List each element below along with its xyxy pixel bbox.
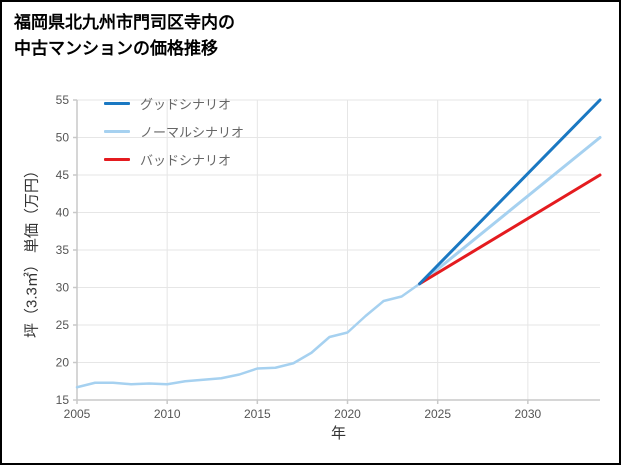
y-tick-label: 45 bbox=[56, 168, 70, 182]
chart-legend: グッドシナリオ ノーマルシナリオ バッドシナリオ bbox=[104, 94, 244, 169]
history-line bbox=[75, 282, 421, 389]
chart-title-line1: 福岡県北九州市門司区寺内の bbox=[14, 13, 235, 32]
x-tick-label: 2025 bbox=[424, 407, 451, 421]
legend-line-swatch bbox=[104, 158, 130, 161]
legend-item: ノーマルシナリオ bbox=[104, 122, 244, 141]
legend-label: バッドシナリオ bbox=[140, 153, 232, 168]
scenario-line-good bbox=[418, 98, 602, 286]
y-tick-label: 30 bbox=[56, 281, 70, 295]
x-tick-label: 2020 bbox=[334, 407, 361, 421]
y-tick-label: 50 bbox=[56, 131, 70, 145]
legend-item: グッドシナリオ bbox=[104, 94, 244, 113]
legend-line-swatch bbox=[104, 102, 130, 105]
chart-title-line2: 中古マンションの価格推移 bbox=[14, 38, 218, 58]
x-axis-label: 年 bbox=[330, 425, 346, 442]
x-tick-label: 2010 bbox=[154, 407, 181, 421]
y-tick-label: 40 bbox=[56, 206, 70, 220]
legend-item: バッドシナリオ bbox=[104, 150, 244, 169]
x-tick-label: 2030 bbox=[515, 407, 542, 421]
scenario-line-normal bbox=[418, 136, 602, 286]
legend-label: ノーマルシナリオ bbox=[140, 125, 245, 140]
x-tick-label: 2005 bbox=[64, 407, 91, 421]
y-tick-label: 55 bbox=[56, 93, 70, 107]
y-tick-label: 25 bbox=[56, 318, 70, 332]
legend-label: グッドシナリオ bbox=[140, 97, 232, 112]
chart-title: 福岡県北九州市門司区寺内の 中古マンションの価格推移 bbox=[14, 10, 235, 61]
y-axis-label: 坪（3.3㎡） 単価（万円） bbox=[23, 162, 41, 339]
scenario-line-bad bbox=[418, 173, 602, 286]
x-tick-label: 2015 bbox=[244, 407, 271, 421]
legend-line-swatch bbox=[104, 130, 130, 133]
y-tick-label: 20 bbox=[56, 356, 70, 370]
y-tick-label: 15 bbox=[56, 393, 70, 407]
y-tick-label: 35 bbox=[56, 243, 70, 257]
